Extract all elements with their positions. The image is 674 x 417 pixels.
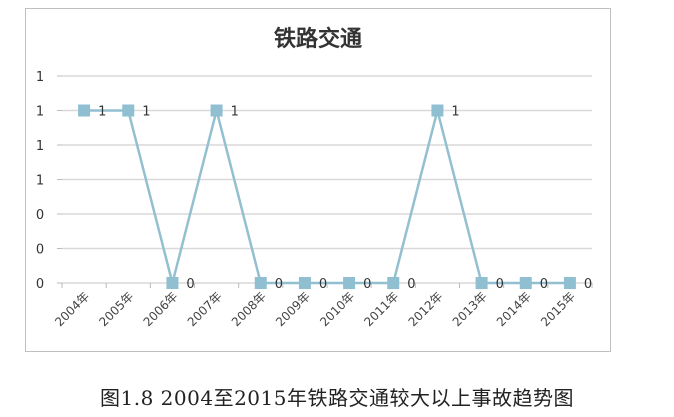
data-point-marker [78, 104, 91, 117]
y-tick-label: 1 [36, 174, 44, 189]
data-point-marker [298, 277, 311, 289]
y-tick-label: 1 [36, 139, 44, 154]
data-point-marker [166, 277, 179, 289]
chart-title: 铁路交通 [274, 26, 362, 52]
x-tick-label: 2013年 [450, 289, 490, 329]
y-tick-label: 0 [36, 277, 44, 292]
data-point-marker [563, 277, 576, 289]
x-tick-label: 2010年 [317, 289, 357, 329]
data-label: 1 [98, 105, 106, 120]
data-point-marker [431, 104, 444, 117]
data-label: 0 [363, 277, 371, 292]
data-label: 1 [142, 105, 150, 120]
x-tick-label: 2007年 [185, 289, 225, 329]
y-tick-label: 0 [36, 243, 44, 258]
x-tick-label: 2005年 [96, 289, 136, 329]
x-tick-label: 2006年 [141, 289, 181, 329]
x-tick-label: 2008年 [229, 289, 269, 329]
x-tick-label: 2009年 [273, 289, 313, 329]
y-tick-label: 0 [36, 208, 44, 223]
data-point-marker [210, 104, 223, 117]
data-point-marker [387, 277, 400, 289]
x-tick-label: 2014年 [494, 289, 534, 329]
x-tick-label: 2011年 [361, 289, 401, 329]
data-label: 0 [407, 277, 415, 292]
data-point-marker [343, 277, 356, 289]
data-point-marker [122, 104, 135, 117]
data-label: 0 [496, 277, 504, 292]
data-label: 0 [319, 277, 327, 292]
series-line [84, 109, 570, 285]
data-label: 1 [451, 105, 459, 120]
y-tick-label: 1 [36, 70, 44, 85]
data-point-marker [254, 277, 267, 289]
x-tick-label: 2012年 [406, 289, 446, 329]
data-label: 0 [186, 277, 194, 292]
data-label: 0 [584, 277, 592, 292]
y-tick-label: 1 [36, 105, 44, 120]
data-label: 1 [231, 105, 239, 120]
data-label: 0 [540, 277, 548, 292]
data-point-marker [519, 277, 532, 289]
data-point-marker [475, 277, 488, 289]
x-tick-label: 2015年 [538, 289, 578, 329]
x-tick-label: 2004年 [52, 289, 92, 329]
figure-caption: 图1.8 2004至2015年铁路交通较大以上事故趋势图 [100, 386, 574, 410]
data-label: 0 [275, 277, 283, 292]
